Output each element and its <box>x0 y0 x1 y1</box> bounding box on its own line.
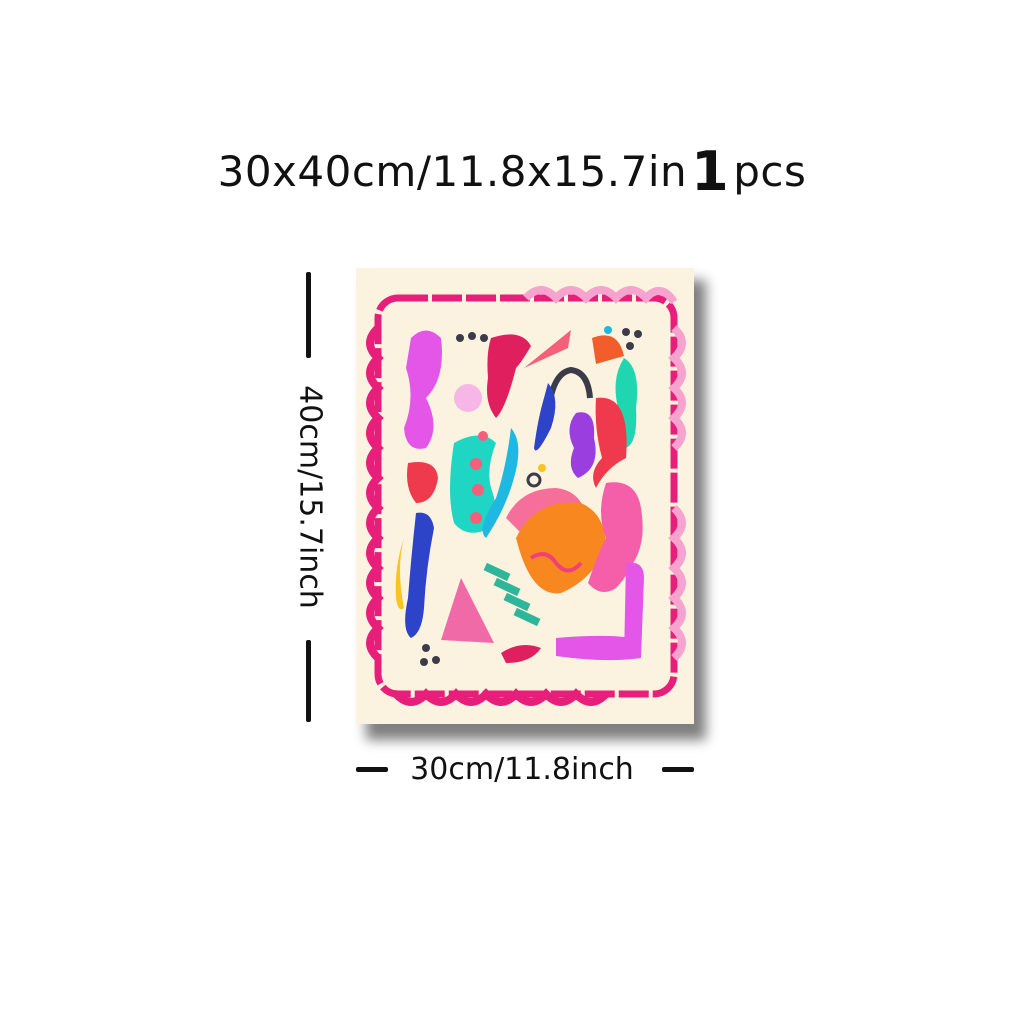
pink-circle-icon <box>454 384 482 412</box>
ring-icon <box>526 472 542 488</box>
pink-triangle-icon <box>441 578 494 643</box>
quantity-unit: pcs <box>733 147 807 196</box>
dot-icon <box>470 512 482 524</box>
violet-l-vertical-icon <box>624 562 644 658</box>
quantity-number: 1 <box>691 140 730 203</box>
size-text: 30x40cm/11.8x15.7in <box>217 147 688 196</box>
size-quantity-heading: 30x40cm/11.8x15.7in1pcs <box>0 140 1024 203</box>
magenta-scallop-left-icon <box>366 325 384 661</box>
abstract-art-poster <box>356 268 694 724</box>
height-label: 40cm/15.7inch <box>292 385 328 609</box>
orange-wedge-icon <box>592 335 624 364</box>
dot-icon <box>634 330 642 338</box>
width-dimension-bar-right <box>662 767 694 772</box>
pink-scallop-right-icon <box>668 325 686 451</box>
dot-icon <box>456 334 464 342</box>
cyan-squiggle-icon <box>482 428 519 538</box>
pink-scallop-right-lower-icon <box>668 505 686 661</box>
dot-icon <box>622 328 630 336</box>
dot-icon <box>468 332 476 340</box>
violet-l-shape-icon <box>556 635 641 661</box>
green-stripes-icon <box>483 562 541 627</box>
blue-strip-icon <box>405 512 434 638</box>
blue-squiggle-icon <box>534 383 556 451</box>
height-dimension-bar-top <box>306 272 311 358</box>
width-dimension-bar-left <box>356 767 388 772</box>
violet-blob-icon <box>404 330 442 449</box>
dot-icon <box>470 458 482 470</box>
pink-scallop-top-icon <box>523 286 678 305</box>
red-strip-icon <box>593 397 627 488</box>
orange-half-circle-icon <box>516 502 606 594</box>
dot-icon <box>472 484 484 496</box>
dot-icon <box>480 334 488 342</box>
width-label: 30cm/11.8inch <box>410 752 634 787</box>
red-blob-icon <box>487 334 531 418</box>
teal-blob-icon <box>450 435 496 533</box>
yellow-dot-icon <box>538 464 546 472</box>
cyan-dot-icon <box>604 326 612 334</box>
abstract-artwork <box>366 286 686 706</box>
yellow-crescent-icon <box>395 538 404 610</box>
pink-wave-icon <box>529 552 583 573</box>
red-square-icon <box>407 462 438 503</box>
magenta-scallop-bottom-icon <box>393 688 609 706</box>
dot-icon <box>420 658 428 666</box>
salmon-triangle-icon <box>524 330 571 368</box>
red-worm-icon <box>501 644 541 663</box>
dot-icon <box>432 656 440 664</box>
dot-icon <box>478 431 488 441</box>
height-dimension-bar-bottom <box>306 640 311 722</box>
dot-icon <box>626 342 634 350</box>
purple-squiggle-icon <box>569 412 596 478</box>
dot-icon <box>422 644 430 652</box>
